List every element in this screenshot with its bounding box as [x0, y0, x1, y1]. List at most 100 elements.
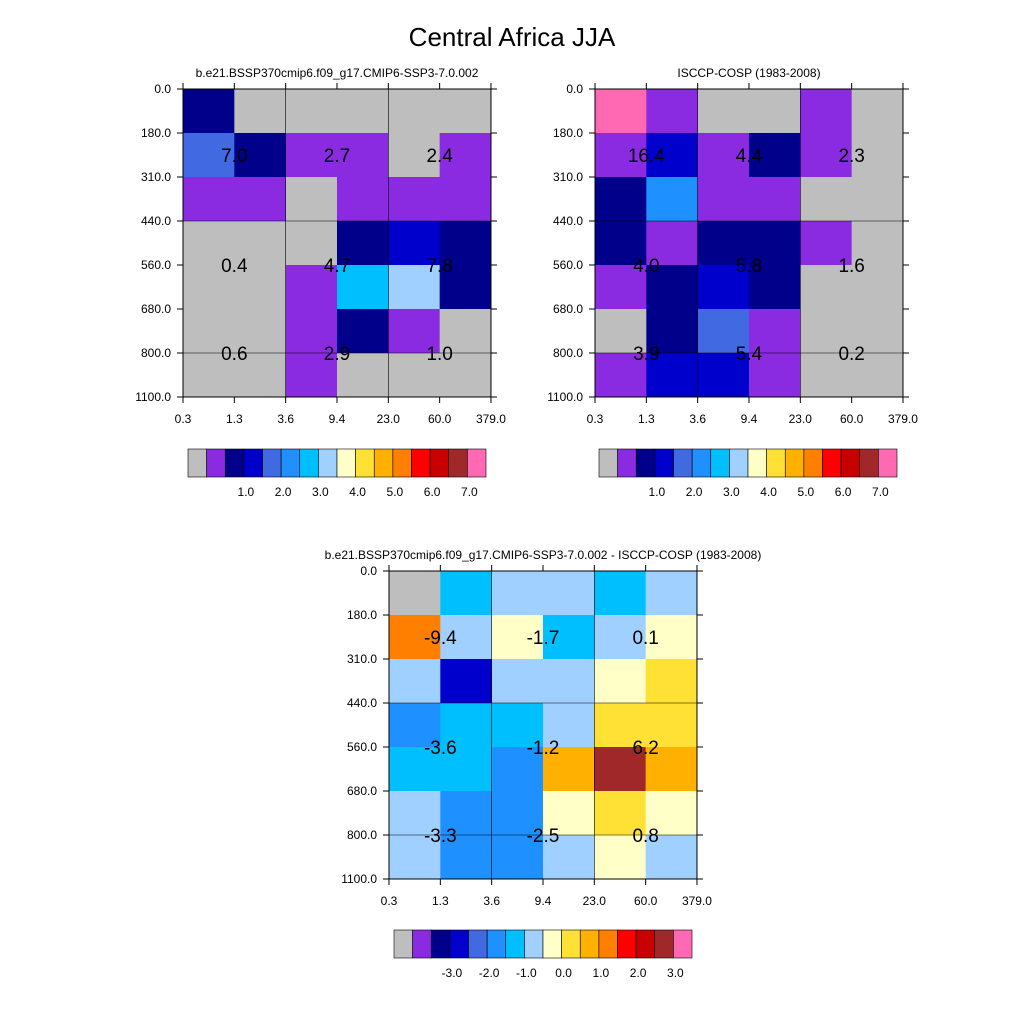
panel1-cell — [183, 309, 235, 354]
panel1-cell — [439, 133, 492, 178]
panel1-cell — [388, 89, 441, 134]
panel3-colorbar-swatch — [635, 929, 656, 959]
panel2-value-label: 0.2 — [838, 344, 864, 365]
panel3-cell — [440, 791, 493, 836]
panel1-cell — [336, 221, 389, 266]
panel2-cell — [800, 265, 853, 310]
panel3-colorbar-swatch — [524, 929, 544, 959]
panel1-cell — [388, 177, 441, 222]
panel1-value-label: 2.9 — [324, 344, 350, 365]
panel1-cell — [388, 309, 441, 354]
panel1-xtick-label: 3.6 — [277, 412, 294, 426]
panel1-xtick-label: 9.4 — [329, 412, 346, 426]
panel1-colorbar-label: 7.0 — [461, 485, 478, 499]
panel1-ytick-label: 310.0 — [141, 170, 171, 184]
panel2-colorbar-swatch — [840, 448, 861, 478]
panel2-cell — [748, 177, 801, 222]
panel3-cell — [542, 791, 595, 836]
panel1-cell — [285, 353, 338, 398]
panel2-ytick-label: 680.0 — [553, 302, 583, 316]
panel2-colorbar-swatch — [729, 448, 749, 478]
panel3-cell — [389, 791, 441, 836]
panel2-cell — [851, 353, 904, 398]
panel3-cell — [645, 835, 698, 880]
panel3-cell — [389, 835, 441, 880]
panel1-colorbar-swatch — [336, 448, 356, 478]
panel1-cell — [439, 353, 492, 398]
panel1-cell — [183, 265, 235, 310]
panel1-colorbar-swatch — [392, 448, 412, 478]
panel1-value-label: 4.7 — [324, 256, 350, 277]
panel2-cell — [646, 221, 699, 266]
panel1-cell — [234, 221, 287, 266]
panel2-cell — [595, 89, 647, 134]
panel1-cell — [234, 309, 287, 354]
panel3-colorbar-swatch — [430, 929, 451, 959]
panel3-xtick-label: 0.3 — [381, 894, 398, 908]
panel3-cell — [542, 571, 595, 616]
panel3-colorbar-label: 2.0 — [630, 966, 647, 980]
panel3-value-label: -9.4 — [424, 628, 457, 649]
panel3-cell — [440, 703, 493, 748]
panel2-cell — [697, 265, 750, 310]
panel2-xtick-label: 379.0 — [888, 412, 918, 426]
panel2-cell — [851, 221, 904, 266]
panel3-colorbar-label: -3.0 — [442, 966, 463, 980]
panel3-cell — [491, 615, 544, 660]
panel3-cell — [645, 571, 698, 616]
panel3-colorbar-label: 1.0 — [593, 966, 610, 980]
panel1-colorbar-swatch — [299, 448, 319, 478]
panel2-value-label: 4.0 — [633, 256, 659, 277]
panel2-cell — [595, 309, 647, 354]
panel3-cell — [594, 659, 647, 704]
panel1-cell — [285, 133, 338, 178]
panel3-value-label: 0.1 — [632, 628, 658, 649]
panel3-colorbar-label: -1.0 — [516, 966, 537, 980]
panel2-cell — [851, 89, 904, 134]
panel2-cell — [748, 265, 801, 310]
panel1-xtick-label: 379.0 — [476, 412, 506, 426]
panel1-cell — [439, 177, 492, 222]
panel2-cell — [800, 89, 853, 134]
panel2-cell — [851, 309, 904, 354]
panel2-cell — [697, 133, 750, 178]
panel2-ytick-label: 560.0 — [553, 258, 583, 272]
panel3-colorbar-swatch — [579, 929, 600, 959]
panel3-xtick-label: 1.3 — [432, 894, 449, 908]
panel2-cell — [595, 265, 647, 310]
panel2-cell — [851, 265, 904, 310]
panel2-cell — [646, 177, 699, 222]
panel2-cell — [697, 353, 750, 398]
panel3-cell — [440, 571, 493, 616]
figure-title: Central Africa JJA — [409, 22, 616, 52]
panel3-colorbar-label: 3.0 — [667, 966, 684, 980]
panel2-colorbar-label: 7.0 — [872, 485, 889, 499]
panel1-colorbar-label: 5.0 — [387, 485, 404, 499]
panel1-colorbar-swatch — [206, 448, 226, 478]
panel1-cell — [183, 221, 235, 266]
panel3-ytick-label: 440.0 — [347, 696, 377, 710]
panel1-value-label: 2.7 — [324, 146, 350, 167]
panel1-colorbar-swatch — [448, 448, 468, 478]
panel2-value-label: 5.8 — [736, 256, 762, 277]
panel1-cell — [183, 353, 235, 398]
panel1-subtitle: b.e21.BSSP370cmip6.f09_g17.CMIP6-SSP3-7.… — [196, 66, 479, 80]
panel2-colorbar-swatch — [635, 448, 656, 478]
panel1-cell — [183, 133, 235, 178]
panel2-cell — [800, 309, 853, 354]
panel3-cell — [389, 747, 441, 792]
panel1-ytick-label: 440.0 — [141, 214, 171, 228]
panel2-cell — [748, 133, 801, 178]
panel2-cell — [697, 309, 750, 354]
panel3-colorbar-swatch — [542, 929, 562, 959]
panel1-cell — [439, 265, 492, 310]
panel2-cell — [748, 221, 801, 266]
panel2-colorbar-label: 4.0 — [760, 485, 777, 499]
panel2-colorbar-label: 2.0 — [686, 485, 703, 499]
panel3-cell — [491, 835, 544, 880]
panel2-colorbar-label: 6.0 — [835, 485, 852, 499]
panel2-cell — [646, 265, 699, 310]
panel1-colorbar-swatch — [187, 448, 207, 478]
panel3-cell — [389, 615, 441, 660]
panel1-xtick-label: 1.3 — [226, 412, 243, 426]
